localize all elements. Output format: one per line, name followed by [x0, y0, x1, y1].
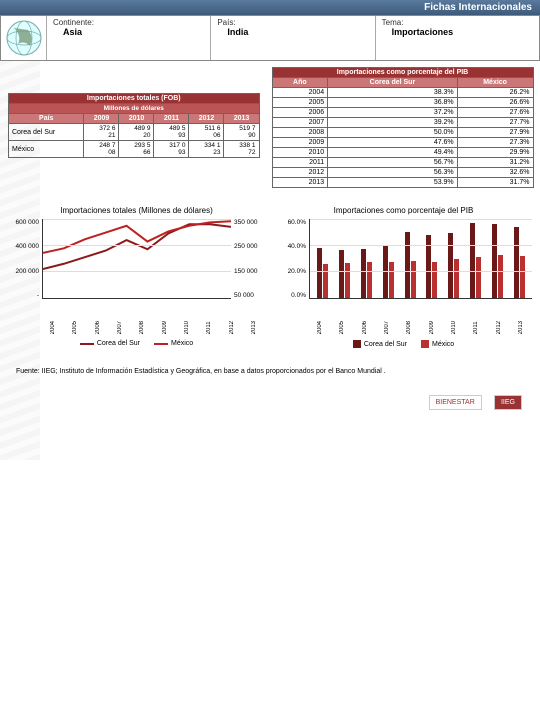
bar-group	[448, 219, 459, 298]
bar-chart-title: Importaciones como porcentaje del PIB	[275, 206, 532, 215]
bar-legend-korea: Corea del Sur	[364, 341, 407, 348]
topic-value: Importaciones	[382, 27, 533, 37]
country-value: India	[217, 27, 368, 37]
country-cell: País: India	[211, 16, 375, 60]
line-chart-title: Importaciones totales (Millones de dólar…	[8, 206, 265, 215]
table-row: 201049.4%29.9%	[272, 148, 533, 158]
bar-group	[361, 219, 372, 298]
bar-chart: Importaciones como porcentaje del PIB 60…	[275, 206, 532, 348]
logo-iieg: IIEG	[494, 395, 522, 410]
bar-legend: Corea del Sur México	[275, 340, 532, 348]
table-row: 200850.0%27.9%	[272, 128, 533, 138]
imports-pib-table: Importaciones como porcentaje del PIBAño…	[272, 67, 534, 188]
bar-legend-mexico: México	[432, 341, 454, 348]
continent-value: Asia	[53, 27, 204, 37]
bar-group	[492, 219, 503, 298]
bar-group	[514, 219, 525, 298]
legend-korea: Corea del Sur	[97, 340, 140, 347]
table-row: 200739.2%27.7%	[272, 118, 533, 128]
table-row: 201256.3%32.6%	[272, 168, 533, 178]
table-row: 200637.2%27.6%	[272, 108, 533, 118]
continent-label: Continente:	[53, 18, 204, 27]
source-text: Fuente: IIEG; Instituto de Información E…	[16, 368, 524, 375]
imports-fob-table: Importaciones totales (FOB)Millones de d…	[8, 93, 260, 158]
bar-group	[383, 219, 394, 298]
line-legend: Corea del Sur México	[8, 340, 265, 347]
header-title: Fichas Internacionales	[424, 2, 532, 13]
topic-label: Tema:	[382, 18, 533, 27]
country-label: País:	[217, 18, 368, 27]
bar-group	[405, 219, 416, 298]
header-bar: Fichas Internacionales	[0, 0, 540, 15]
bar-group	[317, 219, 328, 298]
table-row: 200536.8%26.6%	[272, 98, 533, 108]
line-chart: Importaciones totales (Millones de dólar…	[8, 206, 265, 348]
topic-cell: Tema: Importaciones	[376, 16, 539, 60]
table-row: 201353.9%31.7%	[272, 178, 533, 188]
table-row: 201156.7%31.2%	[272, 158, 533, 168]
table-row: Corea del Sur372 6 21489 9 20489 5 93511…	[9, 124, 260, 141]
logo-bienestar: BIENESTAR	[429, 395, 482, 410]
continent-cell: Continente: Asia	[47, 16, 211, 60]
bar-group	[470, 219, 481, 298]
table-row: 200438.3%26.2%	[272, 88, 533, 98]
logos: BIENESTAR IIEG	[18, 395, 522, 410]
info-row: Continente: Asia País: India Tema: Impor…	[0, 15, 540, 61]
bar-group	[426, 219, 437, 298]
table-row: México248 7 08293 5 66317 0 93334 1 2333…	[9, 141, 260, 158]
table-row: 200947.6%27.3%	[272, 138, 533, 148]
bar-group	[339, 219, 350, 298]
globe-icon	[1, 16, 47, 60]
legend-mexico: México	[171, 340, 193, 347]
